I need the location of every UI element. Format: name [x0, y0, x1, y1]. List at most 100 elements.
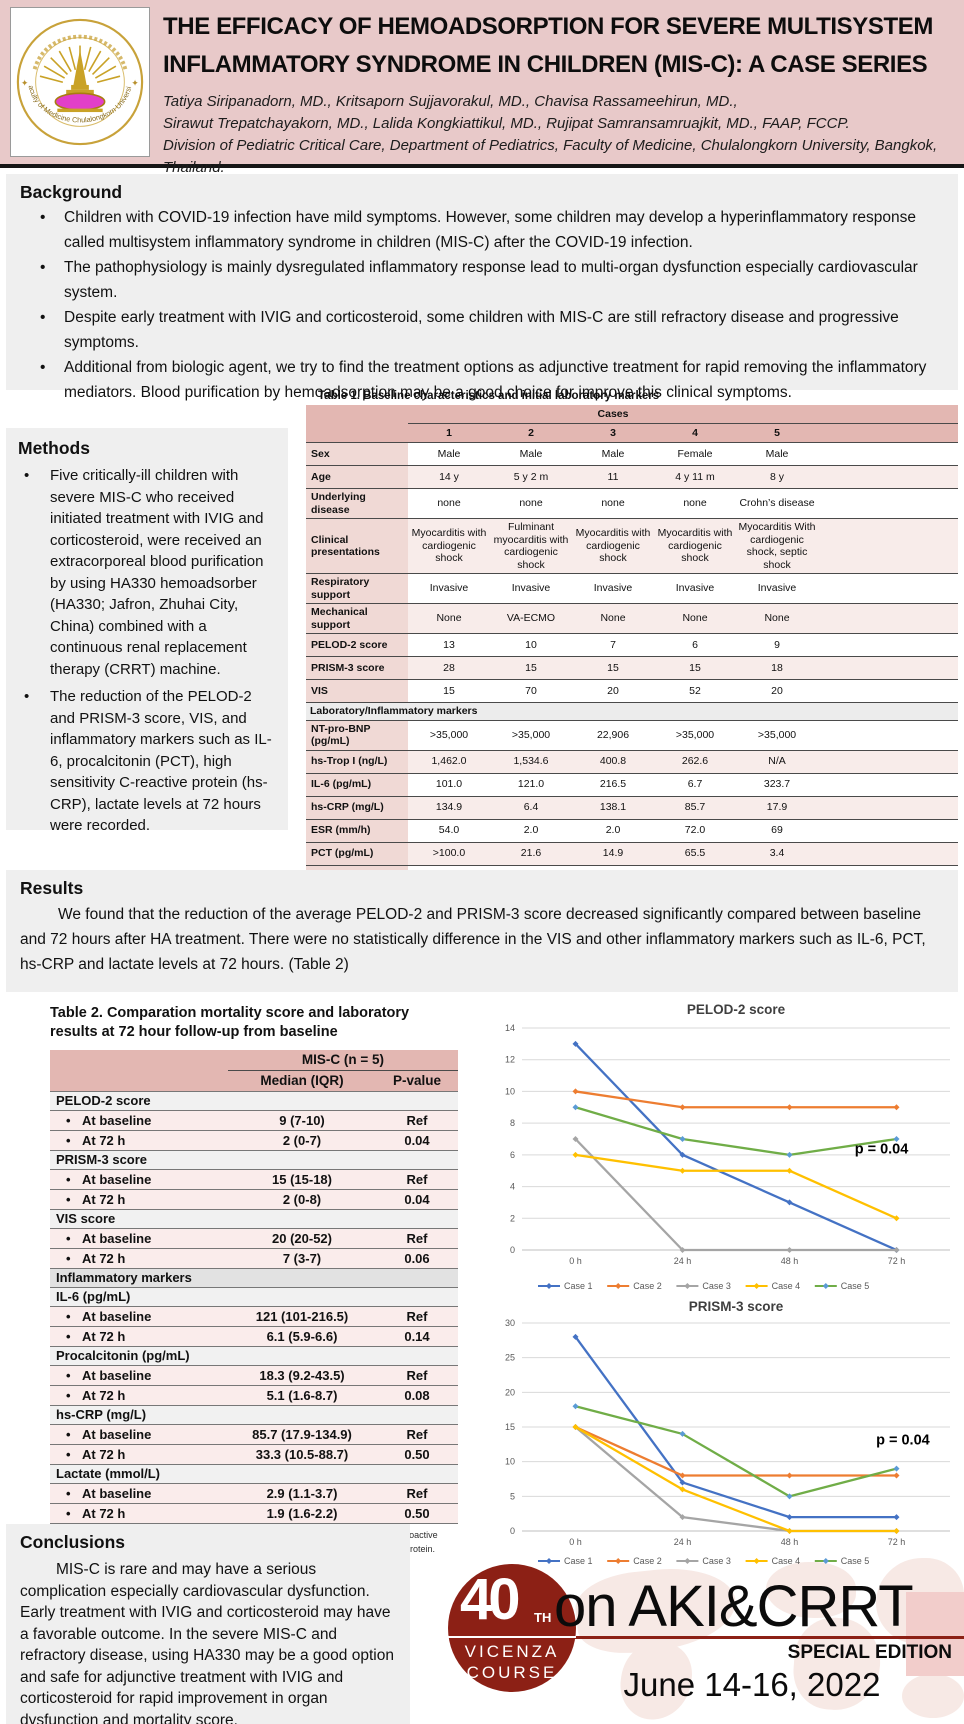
table1-header-filler [818, 405, 958, 424]
table2-section-row: PRISM-3 score [50, 1150, 458, 1170]
table1-row: PELOD-2 score 13 10 7 6 9 [306, 633, 958, 657]
chart-title: PELOD-2 score [687, 1002, 786, 1017]
methods-bullet: Five critically-ill children with severe… [18, 465, 276, 680]
table2-pvalue-cell: Ref [376, 1228, 458, 1249]
table2-section-row: IL-6 (pg/mL) [50, 1287, 458, 1307]
data-point-marker [679, 1430, 686, 1437]
table2-median-cell: 15 (15-18) [228, 1169, 376, 1190]
table1-row: hs-CRP (mg/L) 134.9 6.4 138.1 85.7 17.9 [306, 795, 958, 819]
table1-row: hs-Trop I (ng/L) 1,462.0 1,534.6 400.8 262.6… [306, 749, 958, 773]
legend-label: Case 2 [633, 1281, 662, 1291]
background-bullet: The pathophysiology is mainly dysregulat… [20, 255, 944, 305]
table1-cell: VA-ECMO [490, 603, 572, 634]
table2-corner-cell [50, 1050, 228, 1071]
table1-row-label: Clinical presentations [306, 518, 408, 574]
header-text-block: THE EFFICACY OF HEMOADSORPTION FOR SEVER… [163, 8, 957, 179]
table2-data-row: At 72 h7 (3-7)0.06 [50, 1248, 458, 1269]
table1-cell: 20 [572, 679, 654, 703]
table1-row: NT-pro-BNP (pg/mL) >35,000 >35,000 22,906 >3… [306, 719, 958, 750]
divider-line [506, 1636, 964, 1639]
table1-cell: Invasive [408, 573, 490, 604]
table1-row: Clinical presentations Myocarditis with c… [306, 518, 958, 574]
table1-group-header-row: Cases [306, 405, 958, 424]
table1-filler-cell [818, 488, 958, 519]
table2-median-cell: 33.3 (10.5-88.7) [228, 1444, 376, 1465]
logo-vicenza: VICENZA [464, 1642, 560, 1661]
table1-cell: 22,906 [572, 719, 654, 750]
authors-line-1: Tatiya Siripanadorn, MD., Kritsaporn Suj… [163, 93, 738, 110]
table1-cell: none [408, 488, 490, 519]
data-point-marker [572, 1151, 579, 1158]
series-case-3 [574, 1138, 897, 1252]
emblem-crown [73, 49, 87, 87]
table1-filler-cell [818, 573, 958, 604]
table1-cell: Invasive [736, 573, 819, 604]
prism-3-chart: 0 5 10 15 20 25 30 0 h 24 h 48 h 72 h PRISM-3 score… [505, 1299, 950, 1566]
background-heading: Background [20, 182, 123, 202]
table1-case-number: 5 [736, 423, 819, 443]
table1-cell: none [490, 488, 572, 519]
table2-block: Table 2. Comparation mortality score and… [50, 1004, 458, 1566]
data-point-marker [893, 1514, 900, 1521]
background-bullet-list: Children with COVID-19 infection have mi… [20, 205, 944, 405]
data-point-marker [786, 1472, 793, 1479]
table2-median-cell: 2 (0-7) [228, 1130, 376, 1151]
table2-section-label: Procalcitonin (pg/mL) [50, 1346, 458, 1366]
results-paragraph: We found that the reduction of the avera… [20, 906, 926, 973]
table2-pvalue-cell: Ref [376, 1306, 458, 1327]
logo-th: TH [534, 1610, 552, 1625]
table2-row-label: At 72 h [50, 1189, 228, 1210]
table1-cell: >35,000 [736, 719, 819, 750]
legend-label: Case 3 [702, 1556, 731, 1566]
table2-pvalue-header: P-value [376, 1070, 458, 1092]
chulalongkorn-emblem-icon: ✦ ✦ Faculty of [11, 8, 144, 146]
table1-cell: 15 [408, 679, 490, 703]
table1-row: Underlying disease none none none none Crohn’… [306, 488, 958, 519]
table1-filler-cell [818, 442, 958, 466]
y-tick-label: 0 [510, 1526, 515, 1536]
svg-text:✦: ✦ [131, 78, 139, 88]
series-case-4 [575, 1153, 897, 1220]
table1-row: Mechanical support None VA-ECMO None None Non… [306, 603, 958, 634]
table1-cell: 5 y 2 m [490, 465, 572, 489]
table1-cell: None [408, 603, 490, 634]
series-case-5 [575, 1405, 897, 1498]
table1-cell: 400.8 [572, 749, 654, 773]
table2-group-header: MIS-C (n = 5) [228, 1050, 458, 1071]
table2-column-header-row: Median (IQR) P-value [50, 1070, 458, 1092]
world-map-blob [902, 1674, 964, 1718]
table1-cell: None [736, 603, 819, 634]
table1-cell: Invasive [654, 573, 736, 604]
table2-section-label: hs-CRP (mg/L) [50, 1405, 458, 1425]
data-point-marker [679, 1479, 686, 1486]
table2-data-row: At 72 h33.3 (10.5-88.7)0.50 [50, 1444, 458, 1465]
table1-row: Sex Male Male Male Female Male [306, 442, 958, 466]
table1-cell: 9 [736, 633, 819, 657]
data-point-marker [893, 1247, 900, 1253]
data-point-marker [615, 1283, 622, 1289]
data-point-marker [786, 1167, 793, 1174]
data-point-marker [679, 1514, 686, 1521]
x-tick-label: 24 h [674, 1256, 692, 1266]
table1-cell: 121.0 [490, 772, 572, 796]
table2-section-row: PELOD-2 score [50, 1091, 458, 1111]
y-tick-label: 5 [510, 1491, 515, 1501]
methods-heading: Methods [18, 438, 90, 458]
table2-row-label: At baseline [50, 1424, 228, 1445]
table2-pvalue-cell: 0.08 [376, 1385, 458, 1406]
series-case-4 [574, 1426, 897, 1533]
series-case-3 [574, 1426, 897, 1533]
table1-cell: Invasive [490, 573, 572, 604]
poster-header: ✦ ✦ Faculty of [0, 0, 964, 176]
y-tick-label: 6 [510, 1150, 515, 1160]
table1-row-label: Age [306, 465, 408, 489]
table2-median-cell: 1.9 (1.6-2.2) [228, 1503, 376, 1524]
data-point-marker [786, 1493, 793, 1500]
table1-row-label: NT-pro-BNP (pg/mL) [306, 719, 408, 750]
chart-title: PRISM-3 score [689, 1299, 784, 1314]
